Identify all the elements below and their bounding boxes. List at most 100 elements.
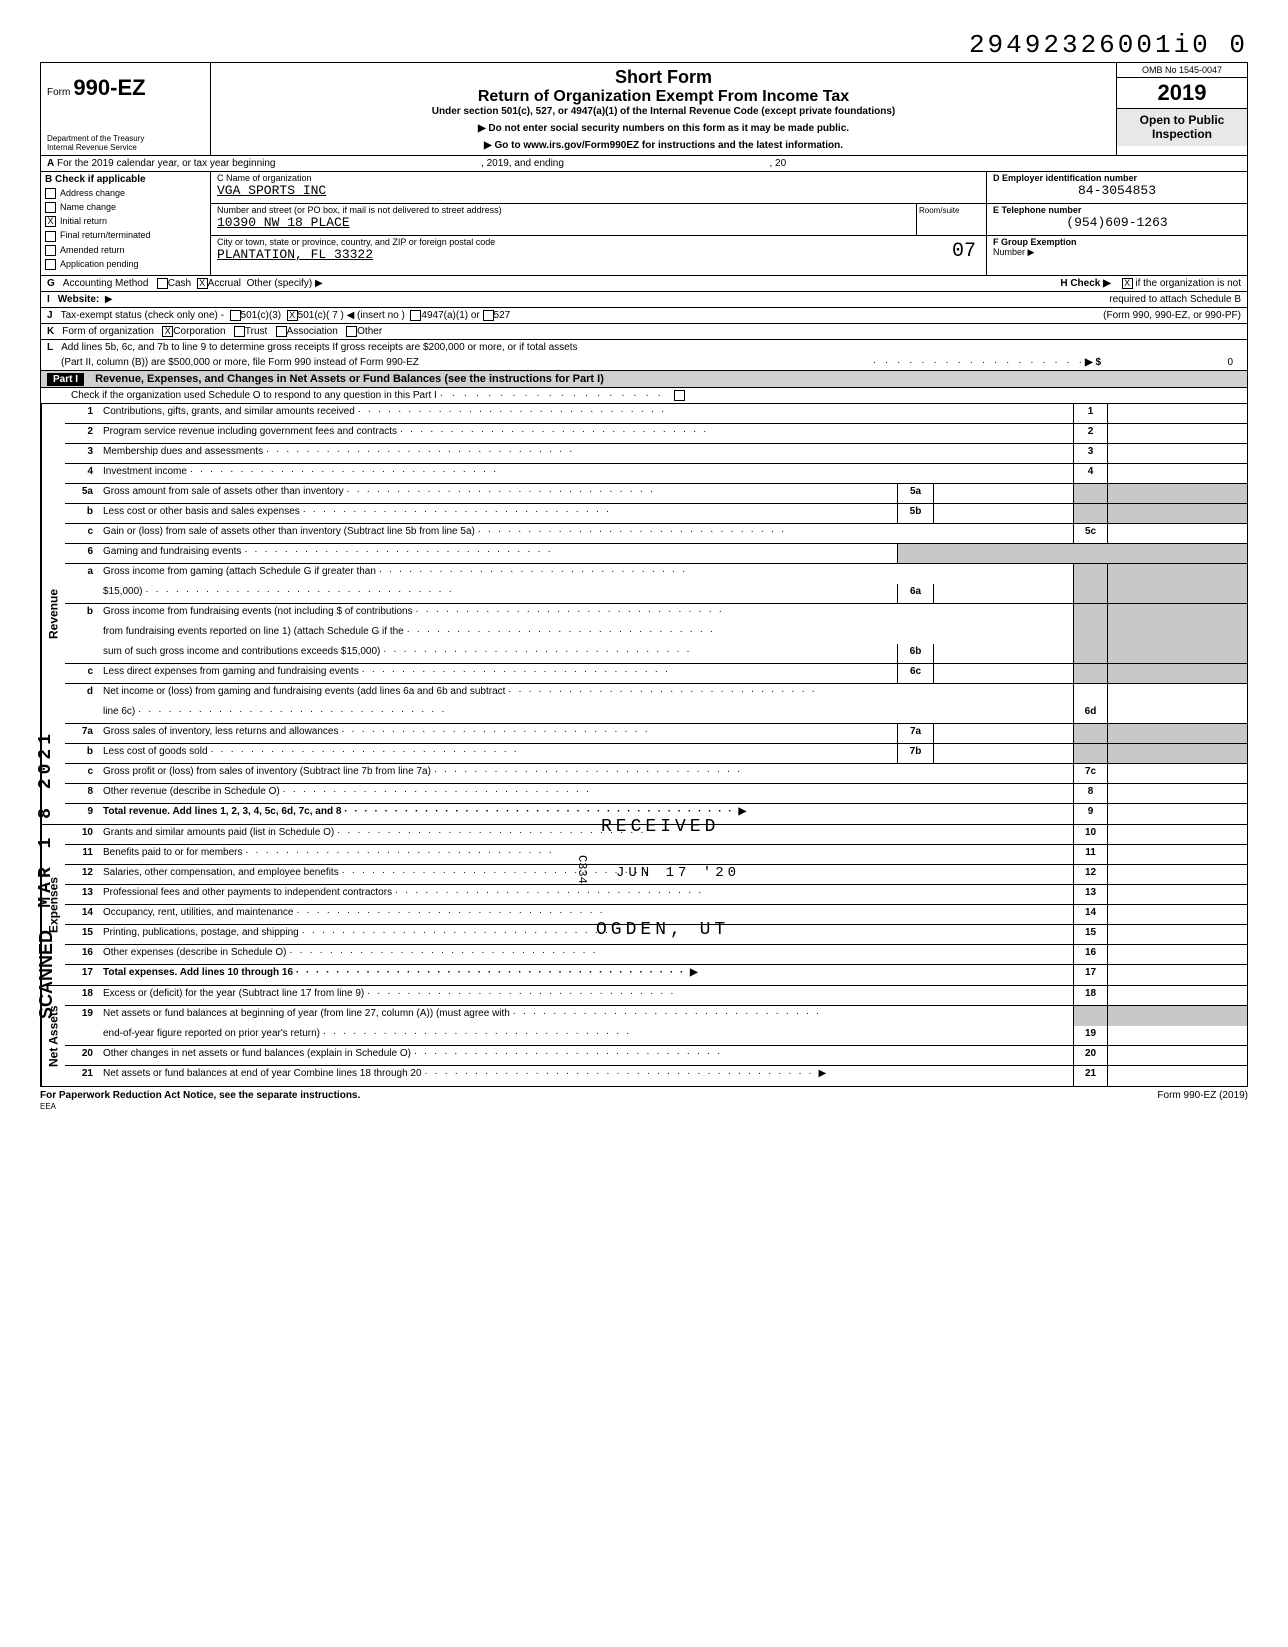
chk-other-org[interactable] <box>346 326 357 337</box>
right-line-value[interactable] <box>1107 444 1247 463</box>
line-number: 20 <box>65 1046 99 1065</box>
text-l-2: (Part II, column (B)) are $500,000 or mo… <box>61 357 419 368</box>
right-line-value-shaded <box>1107 484 1247 503</box>
stamp-c334: C334 <box>575 855 589 884</box>
lbl-corp: Corporation <box>173 326 225 337</box>
line-number <box>65 704 99 723</box>
chk-trust[interactable] <box>234 326 245 337</box>
right-line-box: 18 <box>1073 986 1107 1005</box>
mid-line-value[interactable] <box>933 484 1073 503</box>
row-a-calendar-year: A For the 2019 calendar year, or tax yea… <box>40 156 1248 172</box>
right-line-value[interactable] <box>1107 464 1247 483</box>
mid-line-value[interactable] <box>933 744 1073 763</box>
mid-line-value[interactable] <box>933 664 1073 683</box>
chk-final-return[interactable]: Final return/terminated <box>45 230 206 241</box>
right-line-value[interactable] <box>1107 825 1247 844</box>
chk-corp[interactable]: X <box>162 326 173 337</box>
room-suite: Room/suite <box>916 204 986 235</box>
right-line-value[interactable] <box>1107 784 1247 803</box>
right-line-box: 2 <box>1073 424 1107 443</box>
right-line-value[interactable] <box>1107 925 1247 944</box>
mid-line-value[interactable] <box>933 644 1073 663</box>
right-line-box: 15 <box>1073 925 1107 944</box>
subtitle: Under section 501(c), 527, or 4947(a)(1)… <box>219 106 1108 117</box>
text-h2: required to attach Schedule B <box>1109 294 1241 305</box>
line-number: 1 <box>65 404 99 423</box>
line-number: 9 <box>65 804 99 824</box>
chk-501c7[interactable]: X <box>287 310 298 321</box>
right-line-value[interactable] <box>1107 704 1247 723</box>
line-number: c <box>65 764 99 783</box>
line-desc: Less cost or other basis and sales expen… <box>99 504 897 523</box>
right-line-value[interactable] <box>1107 804 1247 824</box>
expense-lines: 10Grants and similar amounts paid (list … <box>65 825 1247 985</box>
line-row: cGross profit or (loss) from sales of in… <box>65 764 1247 784</box>
line-number <box>65 644 99 663</box>
mid-line-value[interactable] <box>933 504 1073 523</box>
right-line-value[interactable] <box>1107 865 1247 884</box>
right-line-value[interactable] <box>1107 945 1247 964</box>
header-center: Short Form Return of Organization Exempt… <box>211 63 1117 155</box>
line-desc: Printing, publications, postage, and shi… <box>99 925 1073 944</box>
right-line-value[interactable] <box>1107 764 1247 783</box>
line-row: 6Gaming and fundraising events · · · · ·… <box>65 544 1247 564</box>
right-line-value[interactable] <box>1107 885 1247 904</box>
line-number: 19 <box>65 1006 99 1026</box>
right-line-value[interactable] <box>1107 1046 1247 1065</box>
right-line-box-shaded <box>1073 744 1107 763</box>
right-line-box <box>1073 684 1107 704</box>
chk-accrual[interactable]: X <box>197 278 208 289</box>
line-row: bGross income from fundraising events (n… <box>65 604 1247 624</box>
right-line-value[interactable] <box>1107 404 1247 423</box>
right-line-value[interactable] <box>1107 986 1247 1005</box>
lbl-trust: Trust <box>245 326 267 337</box>
chk-schedule-o[interactable] <box>674 390 685 401</box>
right-line-value[interactable] <box>1107 424 1247 443</box>
right-line-value-shaded <box>1107 664 1247 683</box>
line-row: 17Total expenses. Add lines 10 through 1… <box>65 965 1247 985</box>
section-bcdef: B Check if applicable Address change Nam… <box>40 172 1248 276</box>
right-line-value[interactable] <box>1107 524 1247 543</box>
right-line-value[interactable] <box>1107 905 1247 924</box>
footer-eea: EEA <box>40 1102 56 1111</box>
chk-4947a1[interactable] <box>410 310 421 321</box>
right-line-box-shaded <box>1073 1006 1107 1026</box>
right-line-value[interactable] <box>1107 1026 1247 1045</box>
chk-name-change[interactable]: Name change <box>45 202 206 213</box>
chk-address-change[interactable]: Address change <box>45 188 206 199</box>
chk-label-0: Address change <box>60 188 125 198</box>
label-i: I <box>47 294 50 305</box>
lbl-other-method: Other (specify) ▶ <box>247 278 323 289</box>
right-line-box: 5c <box>1073 524 1107 543</box>
chk-501c3[interactable] <box>230 310 241 321</box>
line-row: 15Printing, publications, postage, and s… <box>65 925 1247 945</box>
line-number: 13 <box>65 885 99 904</box>
chk-initial-return[interactable]: XInitial return <box>45 216 206 227</box>
right-line-value[interactable] <box>1107 845 1247 864</box>
line-row: 8Other revenue (describe in Schedule O) … <box>65 784 1247 804</box>
line-row: 10Grants and similar amounts paid (list … <box>65 825 1247 845</box>
mid-line-value[interactable] <box>933 724 1073 743</box>
chk-527[interactable] <box>483 310 494 321</box>
line-number: c <box>65 664 99 683</box>
mid-line-value[interactable] <box>933 584 1073 603</box>
line-row: cLess direct expenses from gaming and fu… <box>65 664 1247 684</box>
col-c-org-info: C Name of organization VGA SPORTS INC Nu… <box>211 172 987 275</box>
right-line-value[interactable] <box>1107 965 1247 985</box>
row-a-text1: For the 2019 calendar year, or tax year … <box>57 158 275 169</box>
open-to-public: Open to Public Inspection <box>1117 109 1247 146</box>
chk-amended[interactable]: Amended return <box>45 245 206 256</box>
org-name-value: VGA SPORTS INC <box>217 183 980 198</box>
chk-h[interactable]: X <box>1122 278 1133 289</box>
line-number: b <box>65 744 99 763</box>
right-line-box-shaded <box>1073 664 1107 683</box>
chk-application-pending[interactable]: Application pending <box>45 259 206 270</box>
chk-cash[interactable] <box>157 278 168 289</box>
chk-assoc[interactable] <box>276 326 287 337</box>
line-row: 1Contributions, gifts, grants, and simil… <box>65 404 1247 424</box>
line-row: 2Program service revenue including gover… <box>65 424 1247 444</box>
right-line-value[interactable] <box>1107 1066 1247 1086</box>
label-f-group: F Group Exemption <box>993 237 1241 247</box>
line-desc: Total expenses. Add lines 10 through 16 … <box>99 965 1073 985</box>
header-left: Form 990-EZ Department of the TreasuryIn… <box>41 63 211 155</box>
